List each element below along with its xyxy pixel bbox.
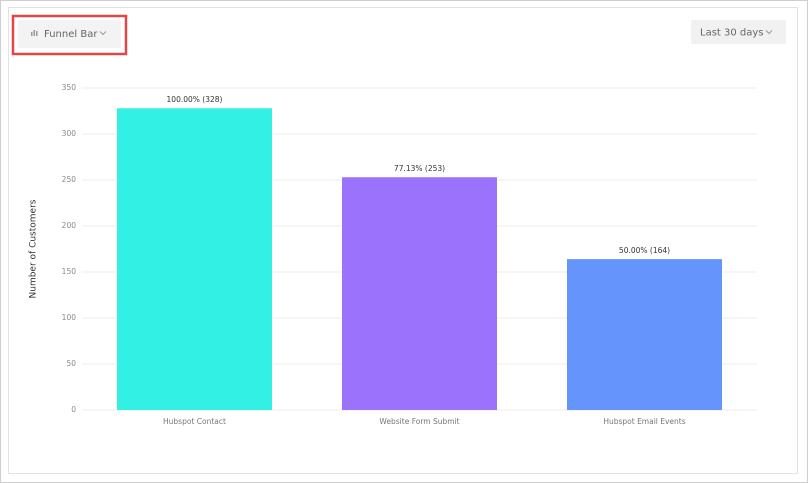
bar <box>342 177 497 410</box>
button-background <box>18 20 121 48</box>
x-tick-label: Hubspot Contact <box>163 417 226 426</box>
dropdown-background <box>691 20 786 44</box>
bar <box>567 259 722 410</box>
bar <box>117 108 272 411</box>
y-tick-label: 150 <box>62 267 77 276</box>
highlight-box <box>11 14 128 56</box>
dropdown-label: Last 30 days <box>700 28 764 39</box>
value-label: 100.00% (328) <box>167 95 223 104</box>
y-tick-label: 350 <box>62 83 77 92</box>
y-tick-label: 250 <box>62 175 77 184</box>
y-tick-label: 200 <box>62 221 77 230</box>
chart-type-button[interactable]: Funnel Bar <box>18 20 121 48</box>
chevron <box>765 30 773 35</box>
value-label: 77.13% (253) <box>394 164 445 173</box>
x-tick-label: Website Form Submit <box>379 417 459 426</box>
y-tick-label: 0 <box>71 405 76 414</box>
bar-icon <box>31 30 38 36</box>
date-range-dropdown[interactable]: Last 30 days <box>691 20 786 44</box>
y-tick-label: 300 <box>62 129 77 138</box>
value-label: 50.00% (164) <box>619 246 670 255</box>
y-tick-label: 50 <box>66 359 76 368</box>
y-tick-label: 100 <box>62 313 77 322</box>
button-label: Funnel Bar <box>44 29 98 40</box>
chevron <box>99 31 107 36</box>
x-tick-label: Hubspot Email Events <box>603 417 685 426</box>
y-axis-label: Number of Customers <box>29 199 39 298</box>
